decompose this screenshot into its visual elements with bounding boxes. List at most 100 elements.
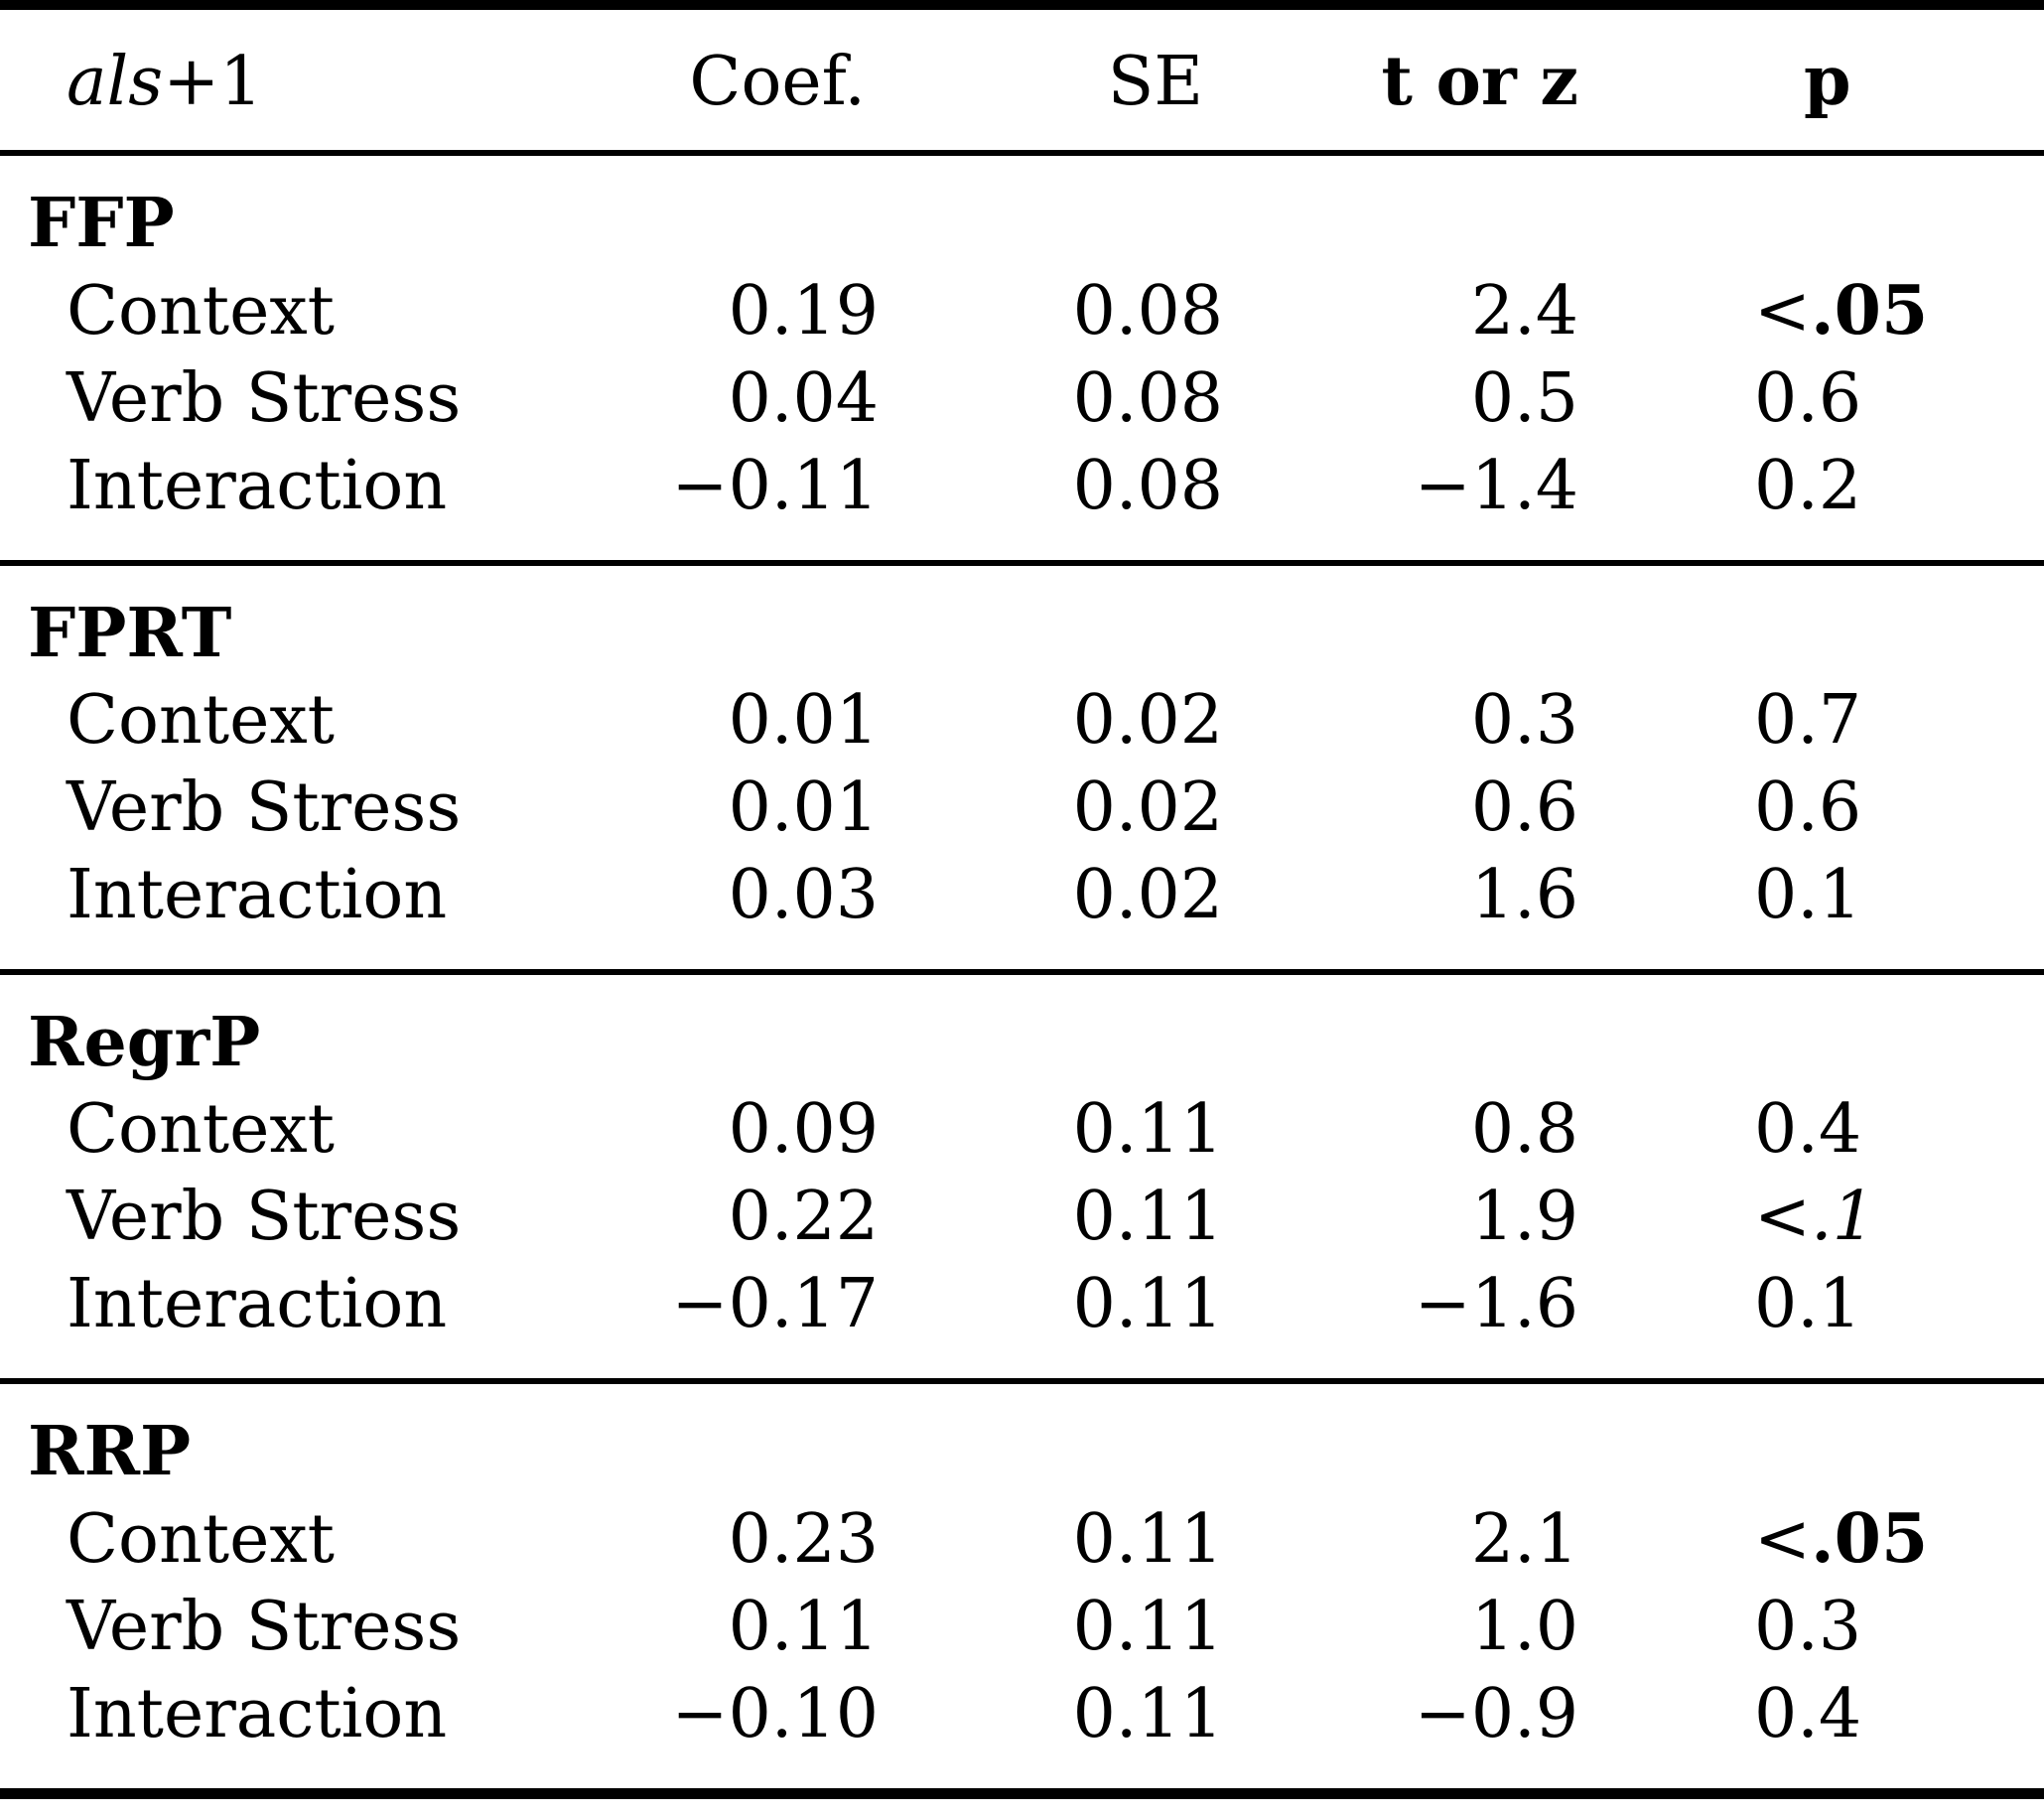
column-header-t-or-z: t or z: [1223, 5, 1578, 156]
section-header-row: FFP: [0, 153, 2044, 267]
se-value: 0.02: [1072, 856, 1223, 934]
se-value: 0.11: [1072, 1178, 1223, 1256]
section-rrp: RRP Context 0.23 0.11 2.1 <.05 Verb Stre…: [0, 1381, 2044, 1794]
se-value: 0.08: [1072, 359, 1223, 438]
p-value: 0.2: [1578, 443, 2044, 563]
predictor-label: Context: [67, 272, 336, 350]
table-row: Verb Stress 0.01 0.02 0.6 0.6: [0, 765, 2044, 852]
section-header-row: RegrP: [0, 972, 2044, 1086]
t-or-z-value: 0.8: [1470, 1090, 1578, 1169]
se-value: 0.02: [1072, 681, 1223, 760]
table-row: Context 0.19 0.08 2.4 <.05: [0, 267, 2044, 355]
column-header-se: SE: [879, 5, 1223, 156]
coef-value: 0.19: [728, 272, 879, 350]
predictor-label: Verb Stress: [67, 359, 462, 438]
table-row: Interaction 0.03 0.02 1.6 0.1: [0, 852, 2044, 972]
t-or-z-value: 1.0: [1470, 1588, 1578, 1666]
section-header-row: FPRT: [0, 563, 2044, 677]
coef-value: 0.22: [728, 1178, 879, 1256]
p-number: 0.2: [1754, 447, 1862, 525]
region-name-suffix: +1: [163, 43, 263, 121]
column-header-region: als+1: [0, 5, 655, 156]
predictor-label: Interaction: [67, 1265, 448, 1343]
p-less-than-sign: <: [1754, 1500, 1811, 1579]
p-value: 0.1: [1578, 1261, 2044, 1381]
coef-value: −0.17: [671, 1265, 879, 1343]
section-fprt: FPRT Context 0.01 0.02 0.3 0.7 Verb Stre…: [0, 563, 2044, 972]
p-value: <.05: [1578, 1495, 2044, 1584]
p-less-than-sign: <: [1754, 272, 1811, 350]
section-ffp: FFP Context 0.19 0.08 2.4 <.05 Verb Stre…: [0, 153, 2044, 563]
p-value: 0.4: [1578, 1086, 2044, 1174]
t-or-z-value: −0.9: [1414, 1675, 1578, 1753]
p-value: 0.6: [1578, 355, 2044, 443]
column-header-coef: Coef.: [655, 5, 879, 156]
se-value: 0.11: [1072, 1090, 1223, 1169]
section-title: RegrP: [28, 1003, 261, 1082]
section-title: FPRT: [28, 594, 232, 673]
predictor-label: Context: [67, 1500, 336, 1579]
table-row: Verb Stress 0.11 0.11 1.0 0.3: [0, 1584, 2044, 1671]
section-regrp: RegrP Context 0.09 0.11 0.8 0.4 Verb Str…: [0, 972, 2044, 1381]
table-row: Interaction −0.10 0.11 −0.9 0.4: [0, 1671, 2044, 1794]
p-number: 0.6: [1754, 359, 1862, 438]
table-row: Context 0.01 0.02 0.3 0.7: [0, 677, 2044, 765]
p-number: 0.1: [1754, 856, 1862, 934]
coef-value: 0.01: [728, 681, 879, 760]
t-or-z-value: 1.6: [1470, 856, 1578, 934]
p-number: 0.1: [1754, 1265, 1862, 1343]
coef-value: 0.23: [728, 1500, 879, 1579]
header-row: als+1 Coef. SE t or z p: [0, 5, 2044, 156]
p-number: .1: [1810, 1178, 1875, 1256]
predictor-label: Verb Stress: [67, 769, 462, 847]
predictor-label: Interaction: [67, 1675, 448, 1753]
p-value: 0.7: [1578, 677, 2044, 765]
table-row: Interaction −0.17 0.11 −1.6 0.1: [0, 1261, 2044, 1381]
table-row: Context 0.23 0.11 2.1 <.05: [0, 1495, 2044, 1584]
column-header-p: p: [1578, 5, 2044, 156]
predictor-label: Interaction: [67, 447, 448, 525]
t-or-z-value: −1.6: [1414, 1265, 1578, 1343]
coef-value: −0.10: [671, 1675, 879, 1753]
t-or-z-value: 0.5: [1470, 359, 1578, 438]
coef-value: −0.11: [671, 447, 879, 525]
p-number: .05: [1810, 271, 1929, 350]
predictor-label: Context: [67, 681, 336, 760]
t-or-z-value: −1.4: [1414, 447, 1578, 525]
predictor-label: Context: [67, 1090, 336, 1169]
p-number: 0.4: [1754, 1090, 1862, 1169]
se-value: 0.08: [1072, 447, 1223, 525]
t-or-z-value: 0.6: [1470, 769, 1578, 847]
se-value: 0.11: [1072, 1675, 1223, 1753]
region-name-italic: als: [67, 43, 164, 121]
coef-value: 0.04: [728, 359, 879, 438]
coef-value: 0.09: [728, 1090, 879, 1169]
p-less-than-sign: <: [1754, 1178, 1811, 1256]
section-title: RRP: [28, 1412, 192, 1491]
table-row: Verb Stress 0.04 0.08 0.5 0.6: [0, 355, 2044, 443]
p-number: 0.3: [1754, 1588, 1862, 1666]
p-value: <.05: [1578, 267, 2044, 355]
t-or-z-value: 2.1: [1470, 1500, 1578, 1579]
predictor-label: Verb Stress: [67, 1178, 462, 1256]
section-title: FFP: [28, 184, 175, 263]
table-row: Verb Stress 0.22 0.11 1.9 <.1: [0, 1174, 2044, 1261]
se-value: 0.11: [1072, 1500, 1223, 1579]
t-or-z-value: 1.9: [1470, 1178, 1578, 1256]
p-number: 0.6: [1754, 769, 1862, 847]
predictor-label: Interaction: [67, 856, 448, 934]
p-value: 0.3: [1578, 1584, 2044, 1671]
table-row: Context 0.09 0.11 0.8 0.4: [0, 1086, 2044, 1174]
coef-value: 0.11: [728, 1588, 879, 1666]
section-header-row: RRP: [0, 1381, 2044, 1495]
se-value: 0.11: [1072, 1588, 1223, 1666]
p-number: 0.7: [1754, 681, 1862, 760]
table-header: als+1 Coef. SE t or z p: [0, 5, 2044, 156]
t-or-z-value: 2.4: [1470, 272, 1578, 350]
se-value: 0.11: [1072, 1265, 1223, 1343]
table-row: Interaction −0.11 0.08 −1.4 0.2: [0, 443, 2044, 563]
p-value: 0.6: [1578, 765, 2044, 852]
p-value: 0.1: [1578, 852, 2044, 972]
se-value: 0.02: [1072, 769, 1223, 847]
